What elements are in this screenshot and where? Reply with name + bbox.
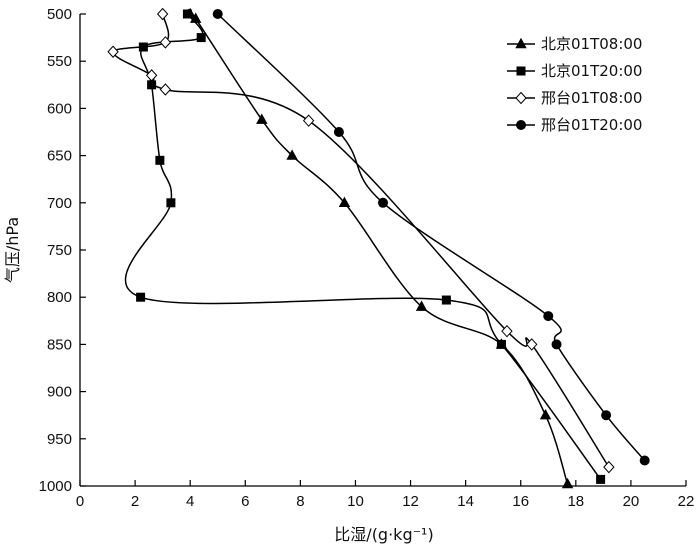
series-line bbox=[217, 13, 646, 461]
x-tick-label: 0 bbox=[76, 493, 84, 510]
series-1 bbox=[184, 7, 574, 489]
legend-item: 邢台01T08:00 bbox=[507, 89, 642, 107]
data-point bbox=[639, 455, 650, 466]
y-axis-title: 气压/hPa bbox=[3, 217, 22, 283]
data-point bbox=[603, 460, 615, 474]
data-point bbox=[256, 113, 268, 124]
data-point bbox=[166, 198, 176, 208]
series-layer bbox=[107, 7, 650, 489]
legend-item: 邢台01T20:00 bbox=[507, 116, 642, 134]
legend-item: 北京01T20:00 bbox=[507, 62, 642, 80]
series-4 bbox=[212, 9, 650, 466]
x-tick-label: 2 bbox=[131, 493, 139, 510]
legend-label: 邢台01T20:00 bbox=[541, 116, 642, 134]
y-tick-label: 1000 bbox=[39, 478, 72, 495]
y-tick-label: 600 bbox=[47, 100, 72, 117]
x-tick-label: 6 bbox=[241, 493, 249, 510]
data-point bbox=[539, 409, 552, 420]
x-tick-label: 22 bbox=[678, 493, 695, 510]
y-tick-label: 800 bbox=[47, 289, 72, 306]
legend-marker bbox=[516, 66, 526, 76]
y-tick-label: 650 bbox=[47, 148, 72, 165]
x-tick-label: 20 bbox=[623, 493, 640, 510]
x-tick-label: 10 bbox=[347, 493, 364, 510]
x-tick-label: 12 bbox=[402, 493, 419, 510]
data-point bbox=[155, 155, 165, 165]
data-point bbox=[159, 36, 172, 49]
legend: 北京01T08:00 北京01T20:00 邢台01T08:00 邢台01T20:00 bbox=[507, 35, 642, 134]
legend-marker bbox=[516, 120, 526, 130]
legend-marker bbox=[515, 91, 527, 105]
series-line bbox=[188, 8, 569, 485]
data-point bbox=[378, 197, 388, 208]
y-tick-label: 750 bbox=[47, 242, 72, 259]
series-line bbox=[124, 13, 602, 480]
legend-label: 北京01T08:00 bbox=[541, 35, 642, 53]
data-point bbox=[156, 7, 169, 21]
data-point bbox=[182, 9, 192, 19]
axes: 0 2 4 6 8 10 12 14 16 18 20 22 500 550 600 650 700 750 800… bbox=[39, 6, 695, 510]
y-tick-label: 700 bbox=[47, 195, 72, 212]
data-point bbox=[496, 339, 506, 349]
data-point bbox=[196, 33, 206, 43]
data-point bbox=[136, 292, 146, 302]
data-point bbox=[543, 311, 554, 322]
data-point bbox=[596, 474, 606, 484]
y-tick-label: 900 bbox=[47, 384, 72, 401]
legend-label: 北京01T20:00 bbox=[541, 62, 642, 80]
data-point bbox=[212, 9, 223, 19]
data-point bbox=[145, 69, 158, 82]
x-axis-title: 比湿/(g·kg⁻¹) bbox=[334, 525, 433, 544]
data-point bbox=[159, 83, 172, 96]
data-point bbox=[107, 45, 119, 59]
data-point bbox=[551, 339, 562, 350]
y-tick-label: 550 bbox=[47, 53, 72, 70]
y-tick-label: 500 bbox=[47, 6, 72, 23]
x-tick-label: 14 bbox=[457, 493, 474, 510]
data-point bbox=[415, 300, 428, 311]
data-point bbox=[501, 324, 513, 338]
y-tick-label: 850 bbox=[47, 336, 72, 353]
x-tick-label: 8 bbox=[296, 493, 304, 510]
x-tick-label: 18 bbox=[567, 493, 584, 510]
legend-label: 邢台01T08:00 bbox=[541, 89, 642, 107]
data-point bbox=[561, 477, 574, 489]
data-point bbox=[333, 127, 344, 137]
data-point bbox=[601, 410, 612, 421]
y-tick-label: 950 bbox=[47, 431, 72, 448]
data-point bbox=[286, 149, 298, 160]
legend-marker bbox=[515, 37, 527, 49]
x-tick-label: 4 bbox=[186, 493, 194, 510]
x-tick-label: 16 bbox=[512, 493, 529, 510]
data-point bbox=[302, 114, 315, 127]
data-point bbox=[526, 338, 538, 351]
data-point bbox=[147, 80, 157, 90]
series-3 bbox=[107, 7, 615, 474]
legend-item: 北京01T08:00 bbox=[507, 35, 642, 53]
series-line bbox=[112, 13, 610, 468]
series-2 bbox=[124, 9, 606, 484]
data-point bbox=[441, 295, 451, 305]
data-point bbox=[338, 196, 351, 207]
